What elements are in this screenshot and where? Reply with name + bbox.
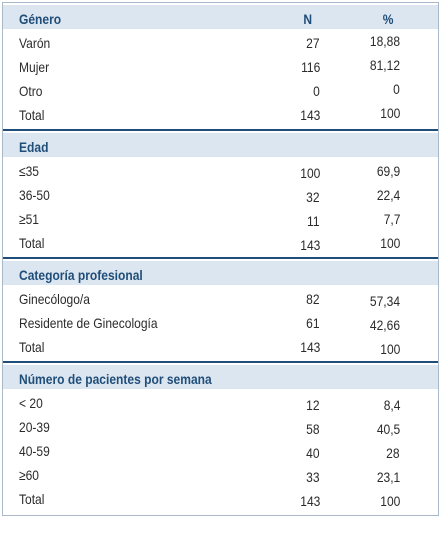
row-label: Otro: [19, 83, 43, 99]
row-pct: 8,4: [383, 397, 400, 413]
section-title-pacientes: Número de pacientes por semana: [19, 371, 212, 387]
row-pct: 23,1: [376, 469, 400, 485]
section-title-genero: Género: [19, 11, 62, 27]
demographics-table: Género N % Varón 27 18,88 Mujer 116 81,1…: [2, 2, 439, 516]
row-n: 11: [307, 213, 320, 229]
row-pct: 69,9: [376, 163, 400, 179]
row-pct: 42,66: [369, 317, 400, 333]
row-label: ≥60: [19, 467, 40, 483]
row-pct: 57,34: [369, 293, 400, 309]
row-label: Varón: [19, 35, 51, 51]
row-label: Mujer: [19, 59, 50, 75]
row-label: < 20: [19, 395, 43, 411]
row-pct-total: 100: [379, 493, 400, 509]
row-n: 33: [306, 469, 320, 485]
section-header-pacientes: [3, 365, 438, 389]
row-label-total: Total: [19, 491, 45, 507]
row-pct: 18,88: [369, 33, 400, 49]
row-pct-total: 100: [379, 341, 400, 357]
row-n: 0: [313, 83, 320, 99]
row-label: Ginecólogo/a: [19, 291, 90, 307]
row-label: ≤35: [19, 163, 40, 179]
row-n: 12: [306, 397, 320, 413]
row-label-total: Total: [19, 339, 45, 355]
row-n: 82: [306, 291, 320, 307]
column-header-n: N: [303, 11, 312, 27]
row-n: 32: [306, 189, 320, 205]
row-pct: 0: [393, 81, 400, 97]
section-title-categoria: Categoría profesional: [19, 267, 143, 283]
section-divider: [3, 257, 438, 259]
row-n: 40: [306, 445, 320, 461]
row-n-total: 143: [299, 107, 320, 123]
row-n: 27: [306, 35, 320, 51]
row-n: 100: [299, 165, 320, 181]
row-pct: 22,4: [376, 187, 400, 203]
row-n: 116: [300, 59, 320, 75]
row-label: 40-59: [19, 443, 50, 459]
section-divider: [3, 129, 438, 131]
column-header-percent: %: [382, 11, 393, 27]
row-pct: 81,12: [369, 57, 400, 73]
row-n: 58: [306, 421, 320, 437]
row-n: 61: [306, 315, 320, 331]
row-label-total: Total: [19, 107, 45, 123]
row-n-total: 143: [299, 237, 320, 253]
row-label: 20-39: [19, 419, 50, 435]
row-pct-total: 100: [379, 105, 400, 121]
section-header-categoria: [3, 261, 438, 285]
section-title-edad: Edad: [19, 139, 49, 155]
row-pct-total: 100: [379, 235, 400, 251]
row-label: ≥51: [19, 211, 40, 227]
section-header-genero: [3, 5, 438, 29]
row-pct: 40,5: [376, 421, 400, 437]
row-n-total: 143: [299, 493, 320, 509]
row-label: 36-50: [19, 187, 50, 203]
row-pct: 28: [386, 445, 400, 461]
row-pct: 7,7: [383, 211, 400, 227]
section-header-edad: [3, 133, 438, 157]
row-n-total: 143: [299, 339, 320, 355]
section-divider: [3, 361, 438, 363]
row-label: Residente de Ginecología: [19, 315, 158, 331]
row-label-total: Total: [19, 235, 45, 251]
